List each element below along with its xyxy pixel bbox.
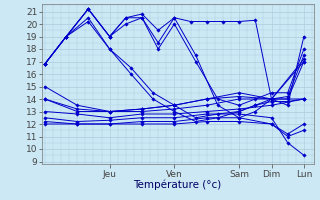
X-axis label: Température (°c): Température (°c) [133,180,222,190]
